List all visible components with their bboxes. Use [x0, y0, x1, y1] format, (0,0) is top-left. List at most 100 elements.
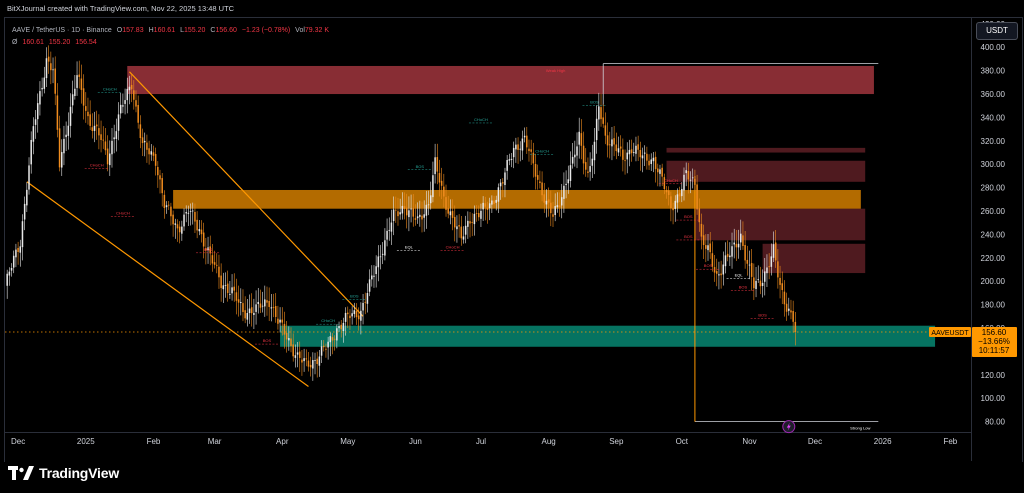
- candle-body: [360, 310, 362, 321]
- candle-body: [331, 337, 334, 341]
- candle-body: [342, 322, 345, 332]
- y-tick-label: 380.00: [981, 67, 1006, 76]
- demand-zone: [280, 325, 936, 347]
- candle-body: [777, 261, 779, 278]
- footer-bar: [0, 462, 1024, 493]
- candle-body: [715, 271, 718, 274]
- candle-body: [532, 152, 535, 164]
- candle-body: [325, 348, 327, 350]
- candle-body: [591, 158, 594, 166]
- x-tick-label: Jun: [409, 437, 422, 446]
- candle-body: [595, 118, 598, 141]
- candle-body: [338, 326, 340, 329]
- lightning-glyph: [786, 422, 791, 431]
- candle-body: [556, 205, 559, 208]
- candle-body: [386, 230, 388, 240]
- volume-value: 79.32 K: [304, 26, 330, 34]
- candle-body: [539, 181, 541, 184]
- candle-body: [124, 100, 126, 104]
- candle-body: [536, 175, 539, 180]
- supply-zone: [127, 65, 874, 95]
- candle-body: [661, 167, 663, 177]
- candle-body: [58, 128, 61, 168]
- candle-body: [473, 213, 476, 225]
- candle-body: [436, 157, 439, 172]
- candle-body: [154, 153, 157, 166]
- candle-body: [670, 196, 672, 209]
- candle-body: [89, 114, 91, 126]
- candle-body: [189, 211, 192, 212]
- candle-body: [290, 338, 292, 346]
- x-tick-label: Feb: [147, 437, 161, 446]
- y-tick-label: 200.00: [981, 277, 1006, 286]
- y-tick-label: 260.00: [981, 207, 1006, 216]
- candle-body: [183, 214, 185, 227]
- candle-body: [39, 91, 41, 105]
- candle-body: [205, 248, 207, 251]
- tradingview-logo-icon: [8, 466, 34, 480]
- candle-body: [181, 226, 183, 234]
- candle-body: [652, 157, 655, 162]
- candle-body: [772, 244, 775, 258]
- currency-button[interactable]: USDT: [976, 22, 1018, 40]
- close-label: C: [210, 26, 216, 34]
- candle-body: [681, 188, 683, 197]
- candle-body: [340, 324, 342, 330]
- price-tag-bg: [972, 327, 1017, 358]
- candle-body: [71, 94, 74, 106]
- candle-body: [615, 144, 618, 152]
- candle-body: [685, 170, 687, 174]
- candle-body: [314, 360, 316, 361]
- candle-body: [32, 126, 35, 142]
- y-tick-label: 80.00: [985, 418, 1006, 427]
- candle-body: [198, 229, 201, 232]
- candle-body: [779, 277, 781, 285]
- candle-body: [593, 141, 596, 161]
- candle-body: [683, 174, 685, 191]
- candle-body: [285, 332, 288, 340]
- x-tick-label: 2025: [77, 437, 95, 446]
- price-tag-change: −13.66%: [978, 337, 1010, 346]
- candle-body: [617, 148, 620, 153]
- candle-body: [550, 202, 552, 214]
- candle-body: [429, 195, 432, 204]
- candle-body: [10, 267, 13, 271]
- candle-body: [165, 205, 168, 208]
- candle-body: [240, 302, 242, 304]
- candle-body: [375, 266, 377, 275]
- candle-body: [565, 183, 567, 185]
- candle-body: [491, 200, 493, 205]
- candle-body: [560, 197, 563, 206]
- candle-body: [750, 263, 753, 277]
- candle-body: [672, 207, 674, 211]
- structure-label: BOS: [590, 99, 599, 104]
- candle-body: [292, 344, 294, 357]
- candle-body: [657, 168, 659, 173]
- candle-body: [392, 209, 395, 222]
- candle-body: [56, 95, 59, 130]
- candle-body: [456, 226, 458, 230]
- tradingview-logo[interactable]: TradingView: [8, 465, 119, 481]
- candle-body: [196, 219, 198, 231]
- y-tick-label: 300.00: [981, 160, 1006, 169]
- candle-body: [744, 245, 746, 261]
- candle-body: [233, 286, 236, 291]
- candle-body: [303, 358, 305, 362]
- candle-body: [17, 247, 19, 252]
- candle-body: [104, 141, 107, 151]
- candle-body: [735, 243, 738, 248]
- candle-body: [515, 144, 517, 150]
- candle-body: [600, 107, 602, 120]
- price-tag-price: 156.60: [982, 328, 1007, 337]
- candle-body: [159, 175, 161, 180]
- candle-body: [106, 148, 109, 165]
- candle-body: [202, 232, 205, 247]
- candle-body: [220, 275, 222, 289]
- candle-body: [93, 125, 96, 131]
- candle-body: [63, 138, 65, 154]
- candle-body: [478, 213, 480, 218]
- legend-symbol[interactable]: AAVE / TetherUS · 1D · Binance: [12, 26, 112, 34]
- candle-body: [355, 310, 358, 318]
- candle-body: [257, 301, 260, 304]
